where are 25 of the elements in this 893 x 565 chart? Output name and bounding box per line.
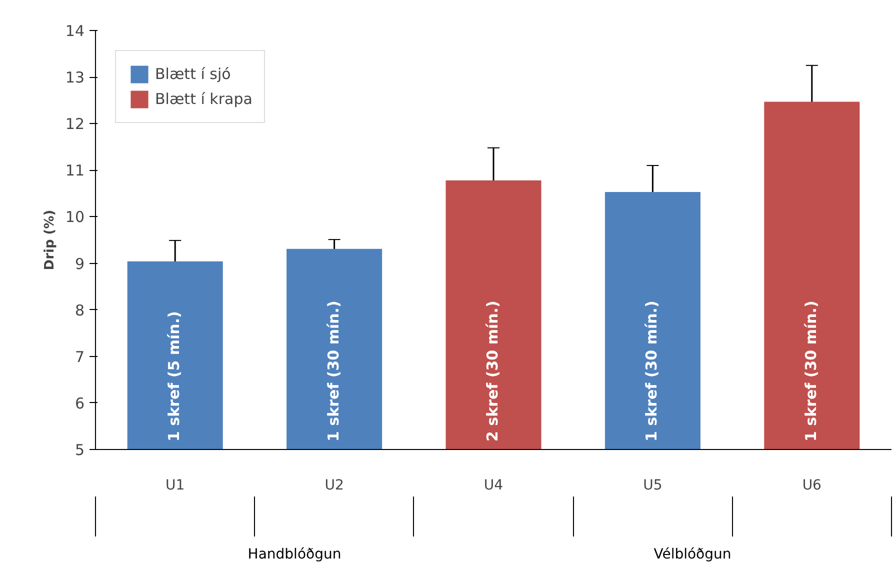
- y-axis-title: Drip (%): [42, 210, 58, 270]
- x-tick-label: U6: [802, 478, 822, 494]
- y-tick-label: 12: [65, 115, 85, 134]
- y-tick-label: 5: [74, 441, 85, 459]
- y-tick-label: 7: [74, 348, 85, 366]
- annotation: 1 skref (30 mín.): [642, 300, 661, 442]
- legend-label: Blætt í krapa: [155, 90, 252, 108]
- annotation: 1 skref (30 mín.): [802, 300, 820, 442]
- y-tick-label: 9: [74, 254, 85, 273]
- y-tick-label: 6: [74, 394, 85, 412]
- legend-label: Blætt í sjó: [155, 65, 231, 83]
- y-tick-label: 13: [65, 68, 85, 87]
- y-tick-label: 14: [65, 22, 85, 40]
- y-tick-label: 8: [74, 301, 85, 320]
- text: Handblóðgun: [248, 546, 342, 562]
- annotation: 2 skref (30 mín.): [484, 300, 502, 442]
- annotation: 1 skref (5 mín.): [165, 311, 184, 442]
- y-tick-label: 11: [65, 162, 85, 180]
- y-tick-label: 10: [65, 208, 85, 226]
- x-tick-label: U1: [166, 478, 185, 494]
- annotation: 1 skref (30 mín.): [324, 300, 342, 442]
- x-tick-label: U5: [643, 478, 662, 494]
- text: Vélblóðgun: [654, 546, 732, 562]
- x-tick-label: U4: [484, 478, 504, 494]
- x-tick-label: U2: [324, 478, 344, 494]
